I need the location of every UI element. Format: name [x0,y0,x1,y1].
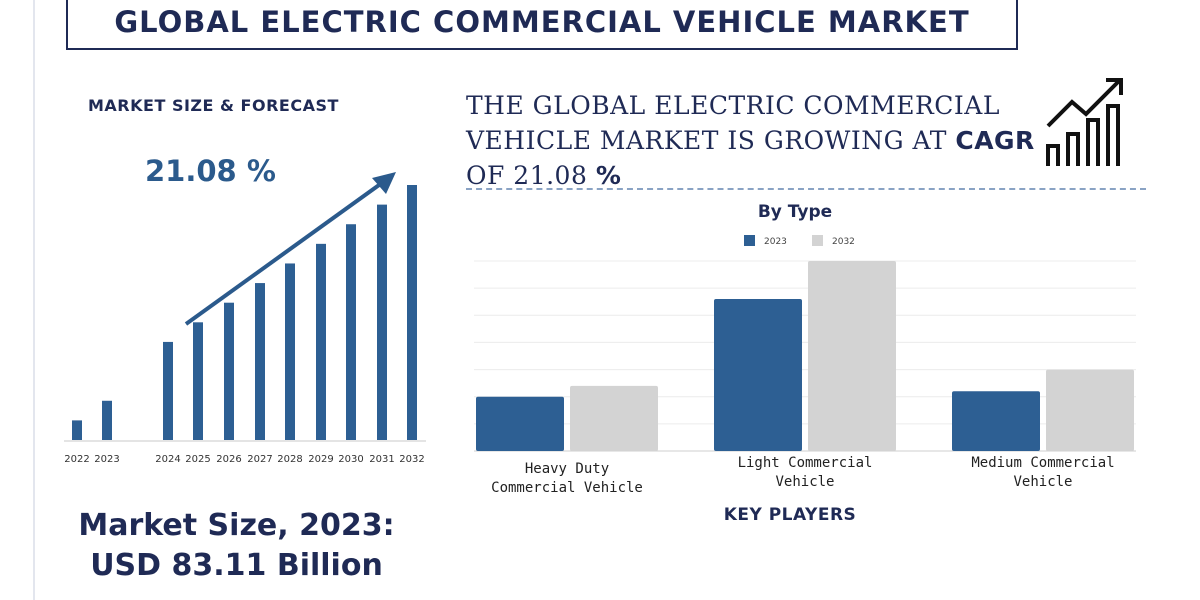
headline-percent-sign: % [595,161,622,190]
cagr-annotation: 21.08 % [145,154,276,188]
forecast-bar-2032 [407,185,417,440]
by-type-chart-title: By Type [757,202,833,222]
headline-line-2: VEHICLE MARKET IS GROWING AT CAGR [466,123,1066,158]
key-players-heading: KEY PLAYERS [723,505,857,525]
type-category-label-2-1: Vehicle [1013,474,1072,490]
headline-line-3-text: OF 21.08 [466,161,596,190]
legend-label-2023: 2023 [764,237,787,247]
forecast-bar-2024 [163,341,173,440]
forecast-bar-2022 [72,420,82,440]
forecast-bar-2026 [224,302,234,440]
market-size-block: Market Size, 2023: USD 83.11 Billion [64,506,409,586]
type-bar-2023-1 [714,299,802,451]
headline-cagr-word: CAGR [955,126,1035,155]
page-title: GLOBAL ELECTRIC COMMERCIAL VEHICLE MARKE… [114,5,970,39]
forecast-year-label-2031: 2031 [369,454,394,465]
forecast-year-label-2029: 2029 [308,454,333,465]
type-bar-2023-0 [476,396,564,451]
type-bar-2023-2 [952,391,1040,451]
forecast-year-label-2027: 2027 [247,454,272,465]
type-bar-2032-1 [808,261,896,451]
growth-chart-icon [1046,78,1123,166]
title-banner: GLOBAL ELECTRIC COMMERCIAL VEHICLE MARKE… [66,0,1018,50]
left-border-rule [33,0,35,600]
type-category-label-1-1: Vehicle [775,474,834,490]
type-bar-2032-2 [1046,369,1134,451]
forecast-year-label-2024: 2024 [155,454,180,465]
forecast-year-label-2028: 2028 [277,454,302,465]
legend-label-2032: 2032 [832,237,855,247]
forecast-bar-chart: 2022 2023 2024 2025 2026 2027 2028 2029 2030 2031… [64,172,426,465]
legend-swatch-2023 [744,235,755,246]
headline-line-2-text: VEHICLE MARKET IS GROWING AT [466,126,956,155]
forecast-year-label-2025: 2025 [185,454,210,465]
type-category-label-0-1: Commercial Vehicle [491,480,643,496]
trend-arrow-line [184,178,388,326]
forecast-bar-2031 [377,204,387,440]
forecast-year-label-2023: 2023 [94,454,119,465]
forecast-bar-2028 [285,263,295,440]
by-type-bar-chart: 2023 2032 Heavy Duty Commercial Vehicle Ligh… [474,235,1136,496]
forecast-year-label-2032: 2032 [399,454,424,465]
forecast-year-label-2022: 2022 [64,454,89,465]
forecast-bar-2025 [193,322,203,440]
headline-line-1: THE GLOBAL ELECTRIC COMMERCIAL [466,91,1000,120]
market-size-value: USD 83.11 Billion [90,548,383,583]
forecast-bar-2027 [255,283,265,440]
forecast-year-label-2026: 2026 [216,454,241,465]
type-category-label-1-0: Light Commercial [738,455,873,471]
type-category-label-0-0: Heavy Duty [525,461,609,477]
headline-line-3: OF 21.08 % [466,158,1066,193]
market-size-label: Market Size, 2023: [78,508,395,543]
headline-text: THE GLOBAL ELECTRIC COMMERCIAL VEHICLE M… [466,88,1066,193]
forecast-bar-2030 [346,224,356,440]
section-divider [466,188,1146,190]
forecast-section-title: MARKET SIZE & FORECAST [88,96,339,115]
type-bar-2032-0 [570,385,658,451]
trend-arrow-head [372,172,396,194]
legend-swatch-2032 [812,235,823,246]
forecast-year-label-2030: 2030 [338,454,363,465]
type-category-label-2-0: Medium Commercial [971,455,1114,471]
forecast-bar-2029 [316,243,326,440]
forecast-bar-2023 [102,400,112,440]
